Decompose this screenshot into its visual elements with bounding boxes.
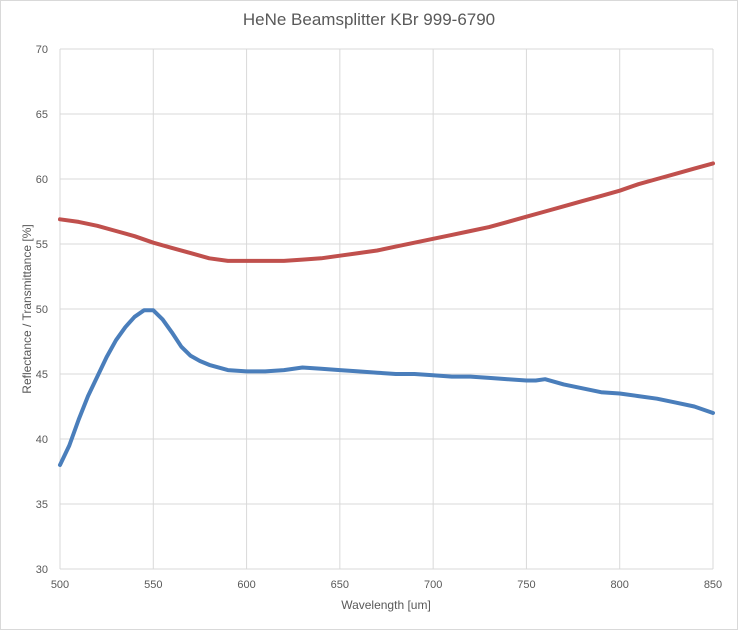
x-tick-label: 500 (51, 579, 69, 591)
x-tick-label: 700 (424, 579, 442, 591)
x-axis-label: Wavelength [um] (341, 598, 431, 612)
series-line-2 (58, 308, 715, 467)
y-axis-label: Reflectance / Transmittance [%] (20, 224, 34, 393)
y-tick-label: 65 (36, 109, 48, 121)
series-layer (58, 161, 715, 467)
y-tick-label: 60 (36, 174, 48, 186)
x-tick-label: 550 (144, 579, 162, 591)
y-tick-label: 50 (36, 304, 48, 316)
y-tick-label: 55 (36, 239, 48, 251)
x-tick-label: 750 (517, 579, 535, 591)
y-tick-label: 40 (36, 434, 48, 446)
y-tick-label: 35 (36, 499, 48, 511)
x-tick-label: 650 (331, 579, 349, 591)
grid (59, 48, 714, 570)
y-tick-label: 30 (36, 564, 48, 576)
y-tick-label: 45 (36, 369, 48, 381)
y-tick-label: 70 (36, 44, 48, 56)
x-tick-label: 800 (611, 579, 629, 591)
series-line-1 (58, 161, 715, 263)
tick-labels: 500 550 600 650 700 750 800 850 30 35 40 45 50 55 60 65… (36, 44, 722, 591)
x-tick-label: 850 (704, 579, 722, 591)
x-tick-label: 600 (237, 579, 255, 591)
chart-title: HeNe Beamsplitter KBr 999-6790 (242, 10, 496, 29)
